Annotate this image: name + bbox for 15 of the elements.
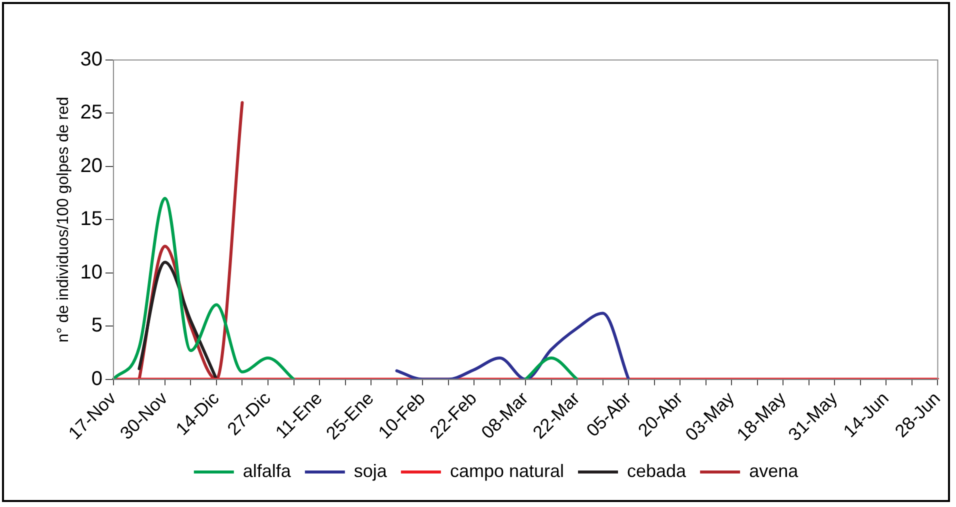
y-tick-label: 30 xyxy=(80,48,102,71)
y-axis-title: n° de individuos/100 golpes de red xyxy=(55,96,72,342)
legend-label: cebada xyxy=(627,460,688,481)
y-tick-label: 15 xyxy=(80,208,102,230)
legend-label: soja xyxy=(354,460,388,481)
y-tick-label: 20 xyxy=(80,154,102,177)
legend-label: alfalfa xyxy=(242,460,292,481)
y-tick-label: 25 xyxy=(80,102,102,124)
line-series xyxy=(138,260,218,380)
y-tick-label: 10 xyxy=(80,261,102,284)
legend-label: avena xyxy=(749,460,800,481)
legend-label: campo natural xyxy=(450,460,564,481)
line-series xyxy=(395,312,630,380)
y-tick-label: 5 xyxy=(91,314,102,337)
y-tick-label: 0 xyxy=(91,368,102,390)
